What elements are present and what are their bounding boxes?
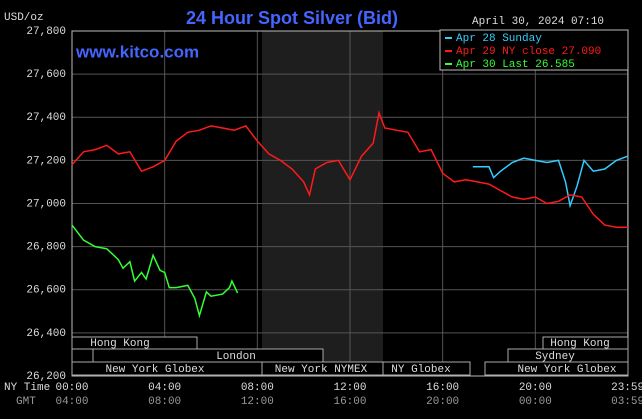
y-tick-label: 26,200 <box>26 371 66 383</box>
session-label: Hong Kong <box>550 338 609 350</box>
x2-tick-label: 20:00 <box>426 396 459 408</box>
y-tick-label: 27,200 <box>26 155 66 167</box>
x2-tick-label: 00:00 <box>519 396 552 408</box>
session-label: Sydney <box>535 351 575 363</box>
series-line <box>71 110 628 228</box>
legend-box <box>439 29 629 71</box>
session-label: New York Globex <box>105 364 204 376</box>
session-box <box>484 361 629 376</box>
x-tick-label: 20:00 <box>519 382 552 394</box>
legend-label: Apr 28 Sunday <box>456 33 542 45</box>
x-tick-label: 23:59 <box>611 382 642 394</box>
y-tick-label: 27,600 <box>26 69 66 81</box>
session-box <box>92 348 324 363</box>
x-tick-label: 00:00 <box>55 382 88 394</box>
x-tick-label: 04:00 <box>148 382 181 394</box>
sessions: Hong Kong London New York Globex New Yor… <box>71 336 629 376</box>
y-tick-label: 26,600 <box>26 285 66 297</box>
y-tick-label: 26,800 <box>26 242 66 254</box>
plot-frame <box>71 30 629 377</box>
session-label: London <box>216 351 256 363</box>
y-tick-label: 27,400 <box>26 112 66 124</box>
session-label: New York NYMEX <box>275 364 368 376</box>
x2-tick-label: 16:00 <box>333 396 366 408</box>
chart-title: 24 Hour Spot Silver (Bid) <box>186 8 398 28</box>
x-tick-label: 12:00 <box>333 382 366 394</box>
x2-axis-label: GMT <box>16 396 36 408</box>
y-axis-label: USD/oz <box>4 12 44 24</box>
watermark: www.kitco.com <box>75 42 199 61</box>
y-tick-label: 27,800 <box>26 26 66 38</box>
session-label: Hong Kong <box>90 338 149 350</box>
x2-tick-label: 12:00 <box>241 396 274 408</box>
series-line <box>472 155 629 209</box>
x-tick-label: 16:00 <box>426 382 459 394</box>
y-tick-label: 26,400 <box>26 328 66 340</box>
x2-tick-label: 04:00 <box>55 396 88 408</box>
x2-tick-label: 08:00 <box>148 396 181 408</box>
session-box <box>71 348 94 363</box>
x-axis-label: NY Time <box>4 382 50 394</box>
session-label: New York Globex <box>517 364 616 376</box>
timestamp: April 30, 2024 07:10 <box>472 16 604 28</box>
session-label: NY Globex <box>391 364 451 376</box>
series-line <box>71 224 239 319</box>
x2-tick-label: 03:59 <box>611 396 642 408</box>
legend-label: Apr 30 Last 26.585 <box>456 59 575 71</box>
x-tick-label: 08:00 <box>241 382 274 394</box>
legend-label: Apr 29 NY close 27.090 <box>456 46 601 58</box>
y-tick-label: 27,000 <box>26 198 66 210</box>
session-box <box>382 361 471 376</box>
